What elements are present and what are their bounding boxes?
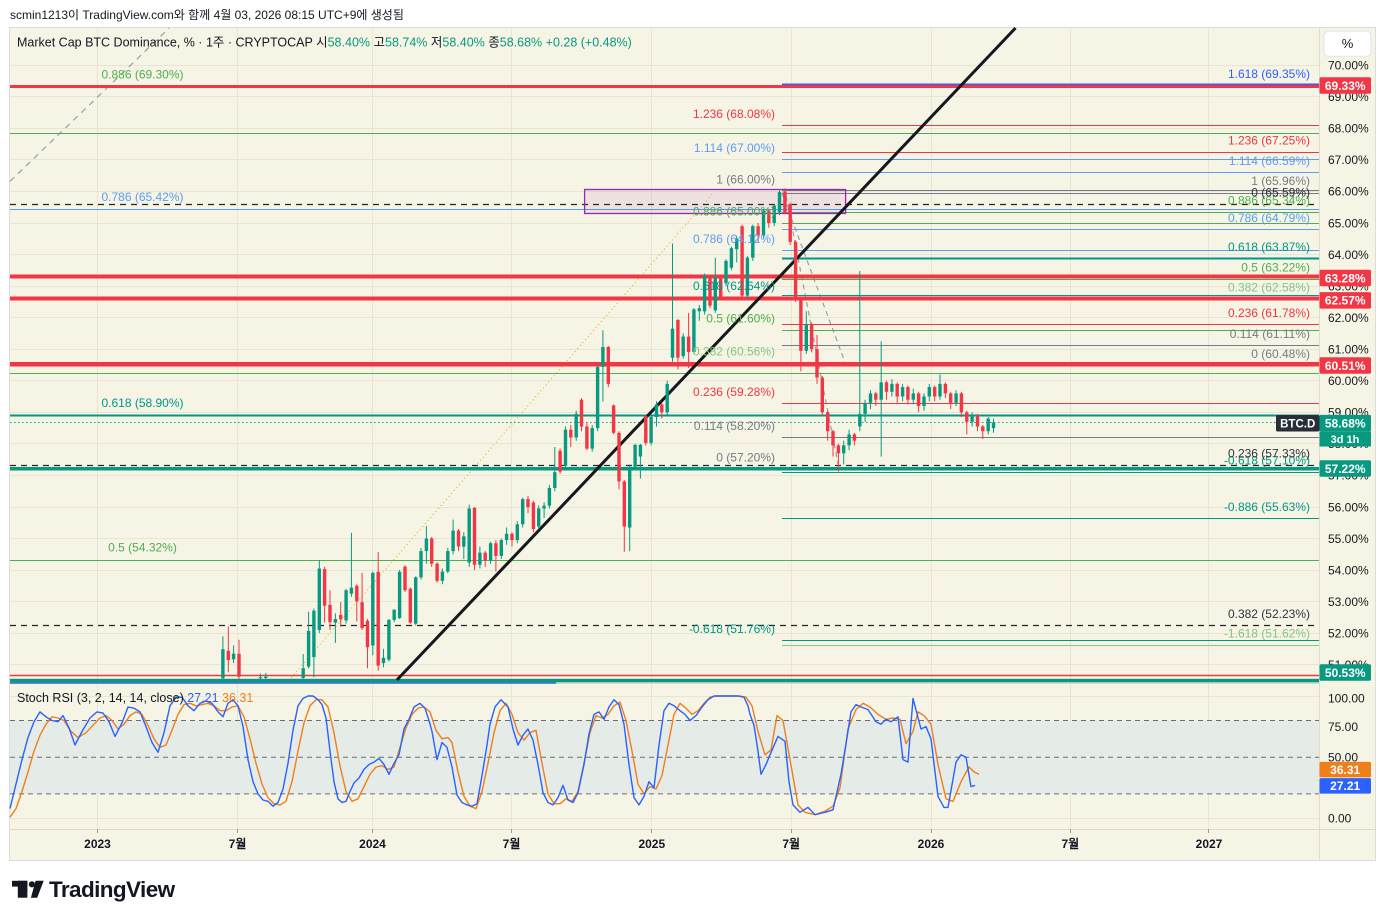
svg-text:0.5 (61.60%): 0.5 (61.60%) <box>706 312 775 326</box>
svg-text:-0.886 (55.63%): -0.886 (55.63%) <box>1224 500 1310 514</box>
svg-text:60.00%: 60.00% <box>1328 374 1369 388</box>
svg-text:70.00%: 70.00% <box>1328 59 1369 73</box>
svg-text:scmin1213이 TradingView.com와 함께: scmin1213이 TradingView.com와 함께 4월 03, 20… <box>10 8 404 22</box>
svg-text:0 (65.59%): 0 (65.59%) <box>1251 186 1310 200</box>
svg-text:60.51%: 60.51% <box>1325 359 1366 373</box>
svg-text:0.236 (59.28%): 0.236 (59.28%) <box>693 385 775 399</box>
svg-text:-0.618 (57.10%): -0.618 (57.10%) <box>1224 454 1310 468</box>
svg-text:63.28%: 63.28% <box>1325 271 1366 285</box>
svg-text:7월: 7월 <box>782 836 800 851</box>
svg-text:0 (60.48%): 0 (60.48%) <box>1251 347 1310 361</box>
svg-text:0 (57.20%): 0 (57.20%) <box>716 450 775 464</box>
svg-text:0.618 (58.90%): 0.618 (58.90%) <box>101 396 183 410</box>
svg-text:Market Cap BTC Dominance, % ·: Market Cap BTC Dominance, % · 1주 · CRYPT… <box>17 36 632 50</box>
svg-text:0.618 (63.87%): 0.618 (63.87%) <box>1228 240 1310 254</box>
svg-text:7월: 7월 <box>229 836 247 851</box>
svg-text:75.00: 75.00 <box>1328 720 1358 734</box>
svg-text:0.382 (60.56%): 0.382 (60.56%) <box>693 344 775 358</box>
svg-text:1 (66.00%): 1 (66.00%) <box>716 173 775 187</box>
svg-text:2026: 2026 <box>918 837 945 851</box>
svg-text:1.114 (67.00%): 1.114 (67.00%) <box>694 141 775 155</box>
svg-text:0.00: 0.00 <box>1328 812 1352 826</box>
svg-text:0.5 (63.22%): 0.5 (63.22%) <box>1241 261 1310 275</box>
svg-text:0.786 (64.12%): 0.786 (64.12%) <box>693 232 775 246</box>
svg-text:0.886 (65.34%): 0.886 (65.34%) <box>1228 194 1310 208</box>
svg-text:54.00%: 54.00% <box>1328 563 1369 577</box>
svg-text:%: % <box>1342 36 1354 51</box>
svg-text:64.00%: 64.00% <box>1328 248 1369 262</box>
svg-text:7월: 7월 <box>1061 836 1079 851</box>
svg-text:0.886 (69.30%): 0.886 (69.30%) <box>101 68 183 82</box>
svg-text:-0.618 (51.76%): -0.618 (51.76%) <box>689 622 775 636</box>
svg-text:67.00%: 67.00% <box>1328 153 1369 167</box>
svg-text:53.00%: 53.00% <box>1328 595 1369 609</box>
svg-text:68.00%: 68.00% <box>1328 122 1369 136</box>
svg-text:0.236 (61.78%): 0.236 (61.78%) <box>1228 306 1310 320</box>
svg-text:52.00%: 52.00% <box>1328 626 1369 640</box>
svg-text:TradingView: TradingView <box>49 877 176 902</box>
svg-text:50.00: 50.00 <box>1328 751 1358 765</box>
svg-text:2023: 2023 <box>84 837 111 851</box>
svg-text:7월: 7월 <box>503 836 521 851</box>
svg-text:61.00%: 61.00% <box>1328 343 1369 357</box>
svg-text:58.68%: 58.68% <box>1325 417 1366 431</box>
svg-text:36.31: 36.31 <box>1330 763 1360 777</box>
svg-text:1 (65.96%): 1 (65.96%) <box>1251 174 1310 188</box>
svg-text:0.382 (62.58%): 0.382 (62.58%) <box>1228 281 1310 295</box>
svg-text:65.00%: 65.00% <box>1328 216 1369 230</box>
svg-text:0.382 (52.23%): 0.382 (52.23%) <box>1228 607 1310 621</box>
svg-text:55.00%: 55.00% <box>1328 532 1369 546</box>
svg-text:27.21: 27.21 <box>1330 779 1360 793</box>
svg-text:BTC.D: BTC.D <box>1280 418 1315 430</box>
svg-text:0.618 (62.64%): 0.618 (62.64%) <box>693 279 775 293</box>
svg-text:57.22%: 57.22% <box>1325 462 1366 476</box>
svg-text:1.114 (66.59%): 1.114 (66.59%) <box>1229 154 1310 168</box>
svg-text:0.114 (58.20%): 0.114 (58.20%) <box>694 419 775 433</box>
svg-text:0.114 (61.11%): 0.114 (61.11%) <box>1230 327 1310 341</box>
svg-text:2025: 2025 <box>638 837 665 851</box>
svg-text:0.786 (65.42%): 0.786 (65.42%) <box>101 190 183 204</box>
svg-text:3d 1h: 3d 1h <box>1331 434 1360 446</box>
svg-text:0.236 (57.33%): 0.236 (57.33%) <box>1228 446 1310 460</box>
svg-text:Stoch RSI (3, 2, 14, 14, close: Stoch RSI (3, 2, 14, 14, close) 27.21 36… <box>17 691 253 705</box>
svg-text:0.886 (65.00%): 0.886 (65.00%) <box>693 204 775 218</box>
svg-text:1.618 (69.35%): 1.618 (69.35%) <box>1228 67 1310 81</box>
svg-text:62.00%: 62.00% <box>1328 311 1369 325</box>
svg-text:0.786 (64.79%): 0.786 (64.79%) <box>1228 211 1310 225</box>
svg-text:69.33%: 69.33% <box>1325 79 1366 93</box>
svg-text:2027: 2027 <box>1196 837 1223 851</box>
svg-text:-1.618 (51.62%): -1.618 (51.62%) <box>1224 626 1310 640</box>
svg-text:66.00%: 66.00% <box>1328 185 1369 199</box>
svg-text:2024: 2024 <box>359 837 386 851</box>
svg-text:50.53%: 50.53% <box>1325 666 1366 680</box>
svg-text:0.5 (54.32%): 0.5 (54.32%) <box>108 540 177 554</box>
svg-text:56.00%: 56.00% <box>1328 500 1369 514</box>
svg-text:1.236 (68.08%): 1.236 (68.08%) <box>693 107 775 121</box>
svg-text:1.236 (67.25%): 1.236 (67.25%) <box>1228 133 1310 147</box>
svg-text:100.00: 100.00 <box>1328 691 1365 705</box>
svg-text:62.57%: 62.57% <box>1325 294 1366 308</box>
